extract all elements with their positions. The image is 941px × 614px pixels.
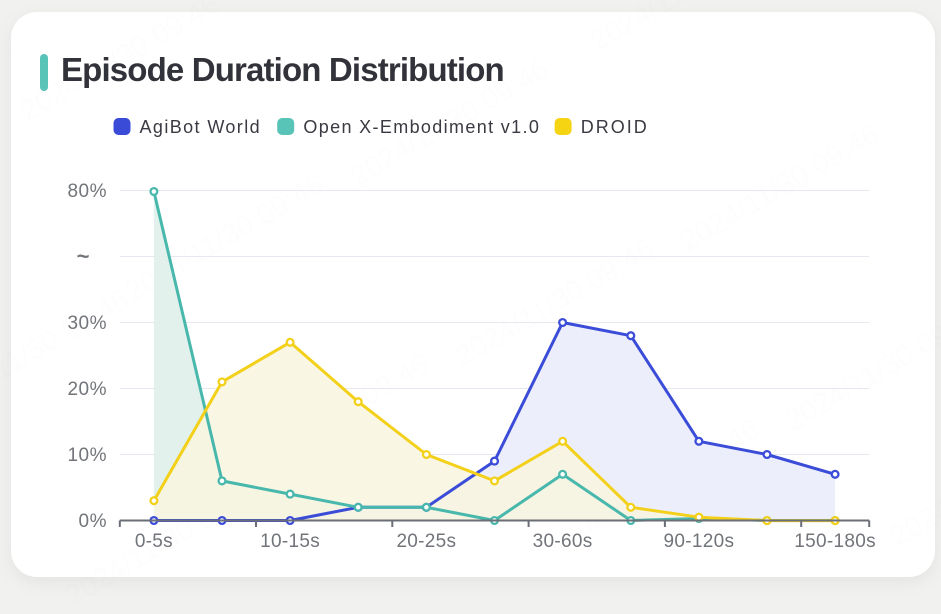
svg-text:30%: 30% xyxy=(67,313,107,334)
svg-text:Open X-Embodiment v1.0: Open X-Embodiment v1.0 xyxy=(303,117,540,137)
svg-text:10-15s: 10-15s xyxy=(260,531,320,552)
svg-text:AgiBot World: AgiBot World xyxy=(140,117,262,137)
svg-text:DROID: DROID xyxy=(581,117,649,137)
svg-text:30-60s: 30-60s xyxy=(533,531,593,552)
svg-text:0%: 0% xyxy=(79,511,107,532)
svg-text:10%: 10% xyxy=(67,445,107,466)
svg-text:~: ~ xyxy=(77,244,90,269)
svg-text:80%: 80% xyxy=(67,181,107,202)
svg-text:150-180s: 150-180s xyxy=(794,531,876,552)
svg-text:0-5s: 0-5s xyxy=(135,531,173,552)
svg-text:20%: 20% xyxy=(67,379,107,400)
svg-text:90-120s: 90-120s xyxy=(664,531,735,552)
svg-text:20-25s: 20-25s xyxy=(396,531,456,552)
